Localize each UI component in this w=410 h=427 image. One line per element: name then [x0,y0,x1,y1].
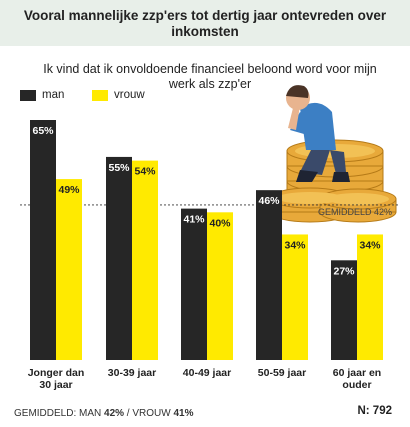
bar-vrouw-1 [56,179,82,360]
category-label-5: 60 jaar en ouder [333,367,381,391]
chart-title: Vooral mannelijke zzp'ers tot dertig jaa… [23,8,387,39]
average-label: GEMIDDELD 42% [318,207,392,217]
category-label-1: Jonger dan 30 jaar [28,367,85,391]
data-label-man-2: 55% [108,162,130,174]
data-label-vrouw-4: 34% [284,239,306,251]
legend-label-vrouw: vrouw [114,89,145,101]
category-label-4: 50-59 jaar [258,367,306,379]
data-label-man-5: 27% [333,265,355,277]
sample-size: N: 792 [357,405,392,417]
bar-man-4 [256,190,282,360]
bar-man-5 [331,260,357,360]
footer-averages: GEMIDDELD: MAN 42% / VROUW 41% [14,408,194,419]
bar-man-1 [30,120,56,360]
title-band [0,0,410,46]
legend-label-man: man [42,89,65,101]
bar-vrouw-2 [132,160,158,360]
bar-vrouw-3 [207,212,233,360]
data-label-vrouw-2: 54% [134,166,156,178]
data-label-man-1: 65% [32,125,54,137]
footer-avg-man: 42% [104,408,125,419]
footer-avg-prefix: GEMIDDELD: MAN [14,408,105,419]
legend-swatch-man [20,90,36,101]
bar-vrouw-4 [282,234,308,360]
category-label-3: 40-49 jaar [183,367,231,379]
data-label-vrouw-3: 40% [209,217,231,229]
data-label-vrouw-5: 34% [359,239,381,251]
bar-man-3 [181,208,207,360]
bar-man-2 [106,156,132,360]
data-label-man-3: 41% [183,214,205,226]
footer-avg-sep: / VROUW [124,408,174,419]
data-label-man-4: 46% [258,195,280,207]
chart-subtitle: Ik vind dat ik onvoldoende financieel be… [43,62,377,91]
category-label-2: 30-39 jaar [108,367,156,379]
data-label-vrouw-1: 49% [58,184,80,196]
footer-avg-vrouw: 41% [173,408,194,419]
bar-vrouw-5 [357,234,383,360]
legend-swatch-vrouw [92,90,108,101]
